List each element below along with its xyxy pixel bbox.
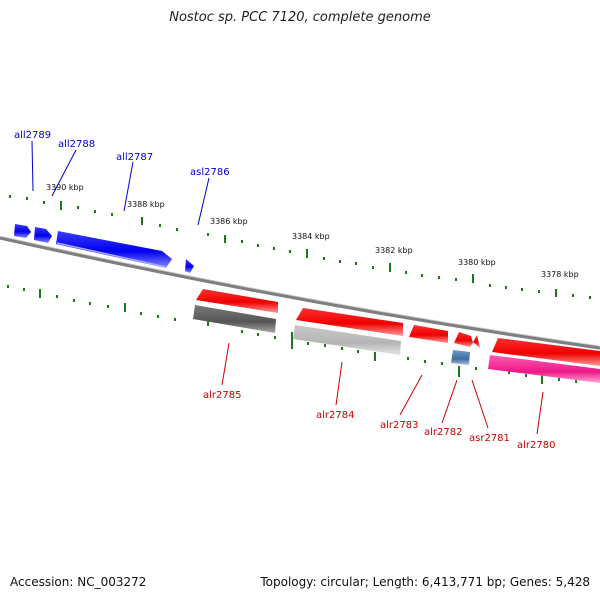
kbp-label: 3390 kbp: [46, 183, 84, 192]
gene-label-alr2782[interactable]: alr2782: [424, 427, 462, 438]
feature-bar-light[interactable]: [293, 325, 401, 355]
gene-alr2785[interactable]: [196, 289, 278, 313]
kbp-label: 3382 kbp: [375, 246, 413, 255]
gene-label-all2788[interactable]: all2788: [58, 139, 95, 150]
leader-lines-minus: [31, 140, 210, 226]
map-title: Nostoc sp. PCC 7120, complete genome: [169, 10, 431, 25]
kbp-label: 3378 kbp: [541, 270, 579, 279]
genome-backbone-highlight: [0, 235, 600, 347]
gene-all2787-shade: [56, 242, 167, 268]
gene-all2787[interactable]: [56, 231, 172, 268]
kbp-label: 3388 kbp: [127, 200, 165, 209]
gene-label-all2789[interactable]: all2789: [14, 130, 51, 141]
gene-asl2786[interactable]: [185, 259, 194, 273]
gene-label-alr2784[interactable]: alr2784: [316, 410, 354, 421]
accession-label: Accession: NC_003272: [10, 575, 147, 589]
gene-label-alr2785[interactable]: alr2785: [203, 390, 241, 401]
gene-alr2783[interactable]: [409, 325, 448, 343]
gene-asr2781[interactable]: [473, 335, 480, 348]
gene-all2788[interactable]: [34, 227, 52, 243]
gene-alr2782[interactable]: [454, 332, 473, 347]
feature-bar-steel[interactable]: [451, 350, 470, 365]
feature-bar-dark[interactable]: [193, 305, 276, 333]
kbp-label: 3386 kbp: [210, 217, 248, 226]
gene-alr2780[interactable]: [492, 338, 600, 366]
kbp-label: 3380 kbp: [458, 258, 496, 267]
leader-lines-plus: [221, 342, 544, 435]
genome-summary-label: Topology: circular; Length: 6,413,771 bp…: [260, 575, 590, 589]
gene-label-all2787[interactable]: all2787: [116, 152, 153, 163]
genome-backbone: [0, 236, 600, 350]
gene-label-asr2781[interactable]: asr2781: [469, 433, 510, 444]
lower-tick-ring: [7, 285, 577, 384]
feature-bar-pink[interactable]: [488, 355, 600, 383]
gene-label-alr2783[interactable]: alr2783: [380, 420, 418, 431]
gene-label-asl2786[interactable]: asl2786: [190, 167, 230, 178]
upper-tick-ring: [9, 195, 591, 299]
kbp-label: 3384 kbp: [292, 232, 330, 241]
gene-all2789[interactable]: [14, 224, 31, 238]
gene-alr2784[interactable]: [296, 308, 403, 336]
gene-label-alr2780[interactable]: alr2780: [517, 440, 555, 451]
